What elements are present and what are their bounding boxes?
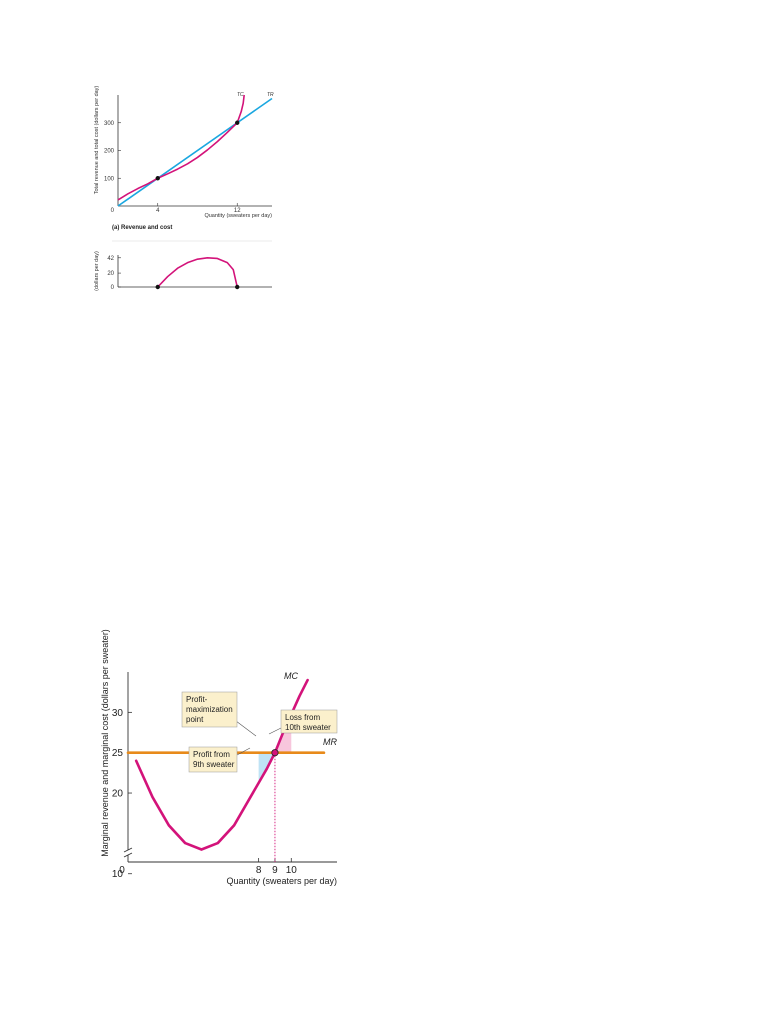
mc-curve-label: MC: [284, 671, 298, 681]
economic-profit-curve: [157, 256, 239, 288]
loss-note-box: [280, 709, 338, 734]
mr-curve-label: MR: [323, 737, 337, 747]
panel-c-y-axis-label: Marginal revenue and marginal cost (doll…: [100, 629, 110, 857]
panel-c-x-tick-label-9: 9: [272, 865, 278, 876]
panel-a-y-axis-label: Total revenue and total cost (dollars pe…: [94, 86, 100, 195]
panel-b-y-tick-label-20: 20: [107, 271, 114, 277]
panel-c-y-tick-label-10: 10: [112, 869, 124, 880]
profit-max-note-line1: Profit-: [186, 695, 208, 704]
profit-max-note-box: [181, 691, 238, 728]
panel-a-y-tick-label-200: 200: [104, 149, 115, 155]
loss-note-line1: Loss from: [285, 713, 320, 722]
panel-c-x-tick-label-0: 0: [119, 865, 125, 876]
panel-c-x-tick-label-10: 10: [286, 865, 298, 876]
axis-break-icon: [123, 847, 133, 858]
tc-curve-label: TC: [237, 92, 244, 98]
profit-max-note-line2: maximization: [186, 705, 233, 714]
panel-a-x-tick-label-12: 12: [234, 208, 241, 214]
tc-curve: [117, 94, 245, 201]
profit-max-note-line3: point: [186, 715, 204, 724]
loss-note-line2: 10th sweater: [285, 723, 331, 732]
panel-a-marker-1: [235, 120, 240, 125]
tr-curve-label: TR: [267, 92, 274, 98]
panel-a-revenue-and-cost: 100 200 300 0 4 12 TR TC Quantity (sweaters p…: [94, 86, 274, 231]
panel-b-y-tick-label-0: 0: [111, 285, 115, 291]
profit-note-box: [188, 746, 238, 773]
panel-a-marker-0: [155, 176, 160, 181]
profit-note-line2: 9th sweater: [193, 760, 235, 769]
panel-c-marginal-analysis: 10 20 25 30 0 8 9 10 MC MR Profit- maximization…: [100, 629, 337, 886]
panel-a-x-tick-label-0: 0: [111, 208, 115, 214]
panel-a-caption: (a) Revenue and cost: [112, 225, 172, 231]
panel-b-economic-profit: 0 20 42 (dollars per day): [94, 251, 272, 291]
panel-c-y-tick-label-30: 30: [112, 708, 124, 719]
panel-b-y-tick-label-42: 42: [107, 256, 114, 262]
panel-a-y-tick-label-300: 300: [104, 121, 115, 127]
panel-a-y-tick-label-100: 100: [104, 176, 115, 182]
panel-b-marker-1: [235, 284, 240, 290]
panel-b-y-axis-label: (dollars per day): [94, 251, 100, 291]
panel-c-x-tick-label-8: 8: [256, 865, 262, 876]
panel-b-marker-0: [155, 284, 160, 290]
panel-a-x-tick-label-4: 4: [156, 208, 160, 214]
profit-max-point-marker: [271, 749, 279, 757]
profit-note-line1: Profit from: [193, 750, 230, 759]
panel-c-y-tick-label-25: 25: [112, 748, 124, 759]
panel-c-y-tick-label-20: 20: [112, 789, 124, 800]
panel-c-x-axis-label: Quantity (sweaters per day): [226, 876, 337, 886]
profit-leader-line: [236, 747, 251, 756]
panel-a-x-axis-label: Quantity (sweaters per day): [204, 213, 272, 219]
tr-line: [117, 97, 273, 207]
loss-leader-line: [268, 727, 282, 735]
